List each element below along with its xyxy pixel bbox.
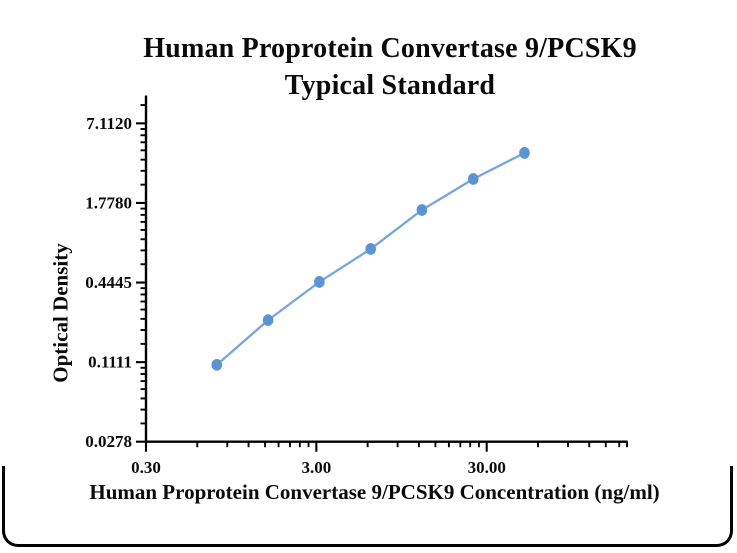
chart-title: Human Proprotein Convertase 9/PCSK9 Typi…	[50, 30, 730, 104]
chart-title-line1: Human Proprotein Convertase 9/PCSK9	[143, 33, 637, 64]
y-axis-title-text: Optical Density	[48, 243, 73, 383]
x-tick-label: 0.30	[131, 458, 161, 477]
x-tick-label: 3.00	[301, 458, 331, 477]
series-line	[215, 151, 526, 366]
data-point-marker	[211, 358, 223, 371]
data-point-marker	[467, 173, 479, 185]
data-point-marker	[262, 314, 274, 327]
x-axis-title: Human Proprotein Convertase 9/PCSK9 Conc…	[89, 480, 660, 504]
y-tick-label: 7.1120	[86, 114, 132, 133]
data-point-marker	[365, 243, 376, 255]
data-point-marker	[314, 276, 325, 288]
chart-title-line2: Typical Standard	[284, 70, 496, 101]
y-tick-label: 0.4445	[85, 273, 132, 292]
y-tick-label: 0.1111	[88, 353, 132, 372]
data-point-marker	[519, 147, 530, 159]
x-tick-label: 30.00	[468, 458, 506, 477]
data-point-marker	[416, 204, 428, 216]
y-tick-label: 0.0278	[85, 432, 132, 451]
y-tick-label: 1.7780	[85, 193, 132, 212]
